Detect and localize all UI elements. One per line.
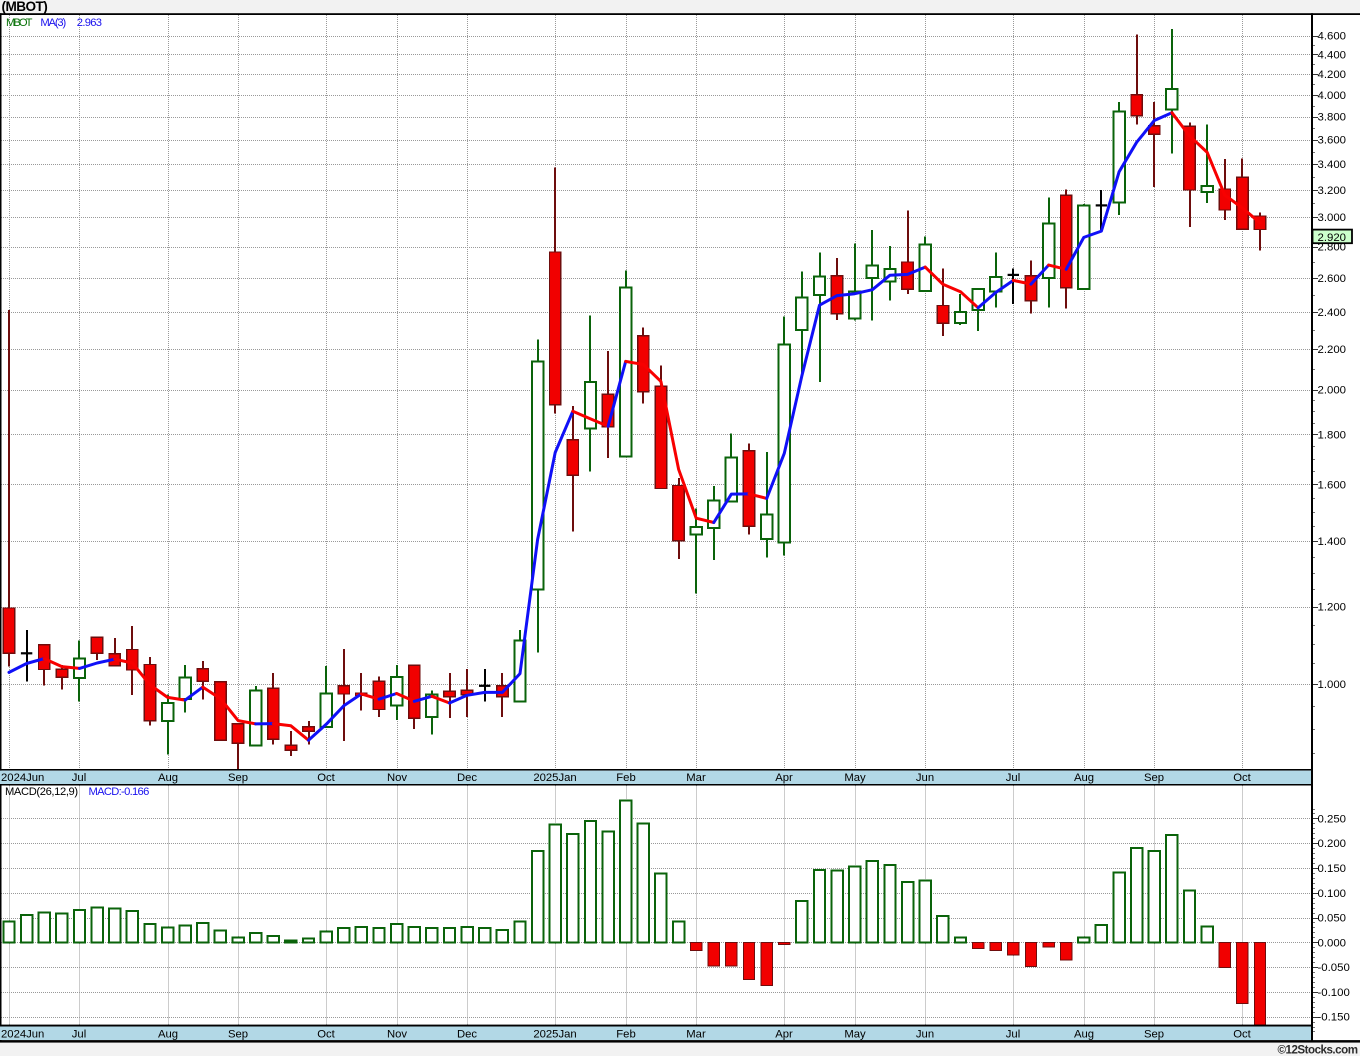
svg-text:Sep: Sep bbox=[228, 772, 248, 784]
svg-text:4.200: 4.200 bbox=[1318, 69, 1347, 81]
svg-text:2.600: 2.600 bbox=[1318, 273, 1347, 285]
svg-text:2025Jan: 2025Jan bbox=[533, 1028, 576, 1040]
svg-text:-0.100: -0.100 bbox=[1318, 987, 1350, 999]
svg-text:1.200: 1.200 bbox=[1318, 602, 1347, 614]
svg-text:0.100: 0.100 bbox=[1318, 888, 1347, 900]
svg-text:2024Jun: 2024Jun bbox=[1, 772, 44, 784]
svg-text:3.000: 3.000 bbox=[1318, 212, 1347, 224]
svg-text:0.050: 0.050 bbox=[1318, 913, 1347, 925]
svg-text:1.000: 1.000 bbox=[1318, 679, 1347, 691]
svg-text:-0.150: -0.150 bbox=[1318, 1012, 1350, 1024]
svg-text:Feb: Feb bbox=[616, 772, 635, 784]
svg-text:MA(3): MA(3) bbox=[40, 17, 66, 29]
svg-text:Dec: Dec bbox=[457, 1028, 477, 1040]
svg-text:0.250: 0.250 bbox=[1318, 813, 1347, 825]
svg-text:2.920: 2.920 bbox=[1318, 232, 1347, 244]
svg-text:MACD:-0.166: MACD:-0.166 bbox=[89, 786, 150, 798]
svg-text:2.963: 2.963 bbox=[77, 17, 102, 29]
svg-text:Jun: Jun bbox=[916, 772, 934, 784]
svg-text:(MBOT): (MBOT) bbox=[2, 0, 48, 14]
svg-text:Sep: Sep bbox=[1144, 1028, 1164, 1040]
svg-text:May: May bbox=[844, 772, 866, 784]
svg-text:Jul: Jul bbox=[72, 772, 86, 784]
svg-text:0.200: 0.200 bbox=[1318, 838, 1347, 850]
svg-text:MBOT: MBOT bbox=[6, 17, 33, 29]
svg-text:Mar: Mar bbox=[686, 1028, 706, 1040]
svg-text:Dec: Dec bbox=[457, 772, 477, 784]
svg-text:Jun: Jun bbox=[916, 1028, 934, 1040]
svg-text:1.400: 1.400 bbox=[1318, 536, 1347, 548]
svg-text:0.000: 0.000 bbox=[1318, 937, 1347, 949]
svg-text:©12Stocks.com: ©12Stocks.com bbox=[1278, 1044, 1359, 1057]
svg-text:Aug: Aug bbox=[158, 1028, 178, 1040]
svg-text:Jul: Jul bbox=[1006, 772, 1020, 784]
svg-text:2.400: 2.400 bbox=[1318, 307, 1347, 319]
svg-text:2024Jun: 2024Jun bbox=[1, 1028, 44, 1040]
svg-text:MACD(26,12,9): MACD(26,12,9) bbox=[5, 786, 78, 798]
svg-text:Aug: Aug bbox=[1074, 772, 1094, 784]
svg-text:4.000: 4.000 bbox=[1318, 90, 1347, 102]
svg-text:Sep: Sep bbox=[228, 1028, 248, 1040]
svg-text:Mar: Mar bbox=[686, 772, 706, 784]
svg-text:Jul: Jul bbox=[72, 1028, 86, 1040]
svg-text:Jul: Jul bbox=[1006, 1028, 1020, 1040]
svg-text:Aug: Aug bbox=[158, 772, 178, 784]
svg-text:Nov: Nov bbox=[387, 1028, 407, 1040]
svg-text:Oct: Oct bbox=[1233, 772, 1251, 784]
svg-text:Aug: Aug bbox=[1074, 1028, 1094, 1040]
svg-text:Sep: Sep bbox=[1144, 772, 1164, 784]
svg-text:3.600: 3.600 bbox=[1318, 135, 1347, 147]
svg-text:Oct: Oct bbox=[317, 772, 335, 784]
svg-text:Apr: Apr bbox=[775, 1028, 793, 1040]
svg-text:2.000: 2.000 bbox=[1318, 385, 1347, 397]
svg-text:Oct: Oct bbox=[317, 1028, 335, 1040]
svg-text:Feb: Feb bbox=[616, 1028, 635, 1040]
svg-text:1.800: 1.800 bbox=[1318, 429, 1347, 441]
svg-text:2.800: 2.800 bbox=[1318, 242, 1347, 254]
svg-text:-0.050: -0.050 bbox=[1318, 962, 1350, 974]
svg-text:3.800: 3.800 bbox=[1318, 112, 1347, 124]
svg-text:4.400: 4.400 bbox=[1318, 49, 1347, 61]
svg-text:2.200: 2.200 bbox=[1318, 344, 1347, 356]
svg-text:Nov: Nov bbox=[387, 772, 407, 784]
svg-text:Oct: Oct bbox=[1233, 1028, 1251, 1040]
svg-text:3.200: 3.200 bbox=[1318, 185, 1347, 197]
svg-text:3.400: 3.400 bbox=[1318, 159, 1347, 171]
svg-text:Apr: Apr bbox=[775, 772, 793, 784]
svg-text:4.600: 4.600 bbox=[1318, 31, 1347, 43]
svg-text:1.600: 1.600 bbox=[1318, 479, 1347, 491]
svg-text:May: May bbox=[844, 1028, 866, 1040]
svg-text:0.150: 0.150 bbox=[1318, 863, 1347, 875]
svg-text:2025Jan: 2025Jan bbox=[533, 772, 576, 784]
